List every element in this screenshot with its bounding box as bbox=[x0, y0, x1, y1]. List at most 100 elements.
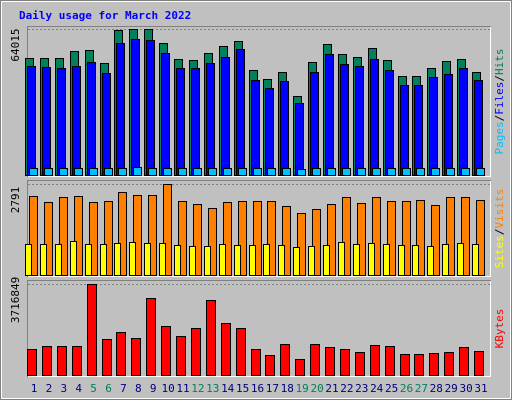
legend-entry: Pages bbox=[493, 121, 506, 154]
bar bbox=[27, 66, 36, 176]
y-tick-label: 3716849 bbox=[9, 277, 22, 323]
bar bbox=[74, 168, 83, 176]
bar bbox=[206, 63, 215, 176]
bar bbox=[174, 245, 181, 276]
x-tick-label: 18 bbox=[281, 382, 294, 395]
bar bbox=[357, 168, 366, 176]
x-tick-label: 15 bbox=[236, 382, 249, 395]
bar bbox=[461, 197, 470, 276]
bar bbox=[238, 168, 247, 176]
bar bbox=[238, 201, 247, 276]
bar bbox=[55, 244, 62, 276]
bar bbox=[146, 298, 156, 376]
bar bbox=[297, 213, 306, 276]
bar bbox=[59, 197, 68, 276]
x-tick-label: 27 bbox=[415, 382, 428, 395]
x-tick-label: 5 bbox=[90, 382, 97, 395]
bar bbox=[355, 352, 365, 376]
x-tick-label: 21 bbox=[325, 382, 338, 395]
bar bbox=[278, 245, 285, 276]
x-tick-label: 30 bbox=[459, 382, 472, 395]
bar bbox=[234, 245, 241, 276]
bar bbox=[280, 81, 289, 176]
bar bbox=[163, 184, 172, 276]
x-tick-label: 29 bbox=[445, 382, 458, 395]
bar bbox=[442, 244, 449, 276]
legend-separator: / bbox=[493, 115, 506, 122]
legend-separator: / bbox=[493, 75, 506, 82]
bar bbox=[325, 54, 334, 176]
bar bbox=[429, 77, 438, 176]
bar bbox=[416, 168, 425, 176]
bar bbox=[219, 244, 226, 276]
bar bbox=[295, 103, 304, 176]
bar bbox=[208, 168, 217, 176]
x-tick-label: 11 bbox=[176, 382, 189, 395]
bar bbox=[104, 201, 113, 276]
bar bbox=[446, 168, 455, 176]
bar bbox=[293, 247, 300, 276]
x-tick-label: 28 bbox=[430, 382, 443, 395]
bar bbox=[116, 43, 125, 176]
legend-separator: / bbox=[493, 229, 506, 236]
legend-entry: Sites bbox=[493, 235, 506, 268]
bar bbox=[59, 168, 68, 176]
bar bbox=[42, 346, 52, 376]
bar bbox=[282, 168, 291, 176]
bar bbox=[102, 339, 112, 376]
legend: KBytes bbox=[493, 309, 506, 349]
bar bbox=[476, 200, 485, 276]
bar bbox=[118, 168, 127, 176]
bar bbox=[338, 242, 345, 276]
bar bbox=[370, 59, 379, 176]
bar bbox=[148, 168, 157, 176]
bar bbox=[372, 168, 381, 176]
x-tick-label: 16 bbox=[251, 382, 264, 395]
bar bbox=[459, 68, 468, 176]
bar bbox=[116, 332, 126, 376]
bar bbox=[29, 168, 38, 176]
bar bbox=[129, 242, 136, 276]
bar bbox=[402, 201, 411, 276]
x-tick-label: 24 bbox=[370, 382, 384, 395]
bar bbox=[265, 355, 275, 376]
bar bbox=[461, 168, 470, 176]
x-tick-label: 26 bbox=[400, 382, 413, 395]
legend-entry: KBytes bbox=[493, 309, 506, 349]
bar bbox=[163, 168, 172, 176]
bar bbox=[161, 53, 170, 176]
x-tick-label: 20 bbox=[310, 382, 323, 395]
bar bbox=[431, 205, 440, 276]
bar bbox=[176, 336, 186, 376]
bar bbox=[323, 245, 330, 276]
legend-entry: Hits bbox=[493, 49, 506, 76]
bar bbox=[427, 246, 434, 276]
x-tick-label: 13 bbox=[206, 382, 219, 395]
bar bbox=[282, 206, 291, 276]
bar bbox=[340, 349, 350, 376]
bar bbox=[25, 244, 32, 276]
bar bbox=[131, 338, 141, 376]
bar bbox=[372, 197, 381, 276]
bar bbox=[236, 328, 246, 376]
bar bbox=[178, 168, 187, 176]
bar bbox=[236, 49, 245, 176]
bar bbox=[400, 354, 410, 376]
bar bbox=[89, 168, 98, 176]
x-tick-label: 7 bbox=[120, 382, 127, 395]
bar bbox=[429, 353, 439, 376]
bar bbox=[249, 245, 256, 276]
bar bbox=[474, 351, 484, 376]
bar bbox=[221, 57, 230, 176]
bar bbox=[57, 68, 66, 176]
bar bbox=[133, 167, 142, 176]
bar bbox=[131, 39, 140, 176]
bar bbox=[85, 244, 92, 276]
bar bbox=[414, 354, 424, 376]
bar bbox=[74, 196, 83, 276]
bar bbox=[148, 195, 157, 276]
bar bbox=[133, 195, 142, 276]
legend-entry: Visits bbox=[493, 189, 506, 229]
